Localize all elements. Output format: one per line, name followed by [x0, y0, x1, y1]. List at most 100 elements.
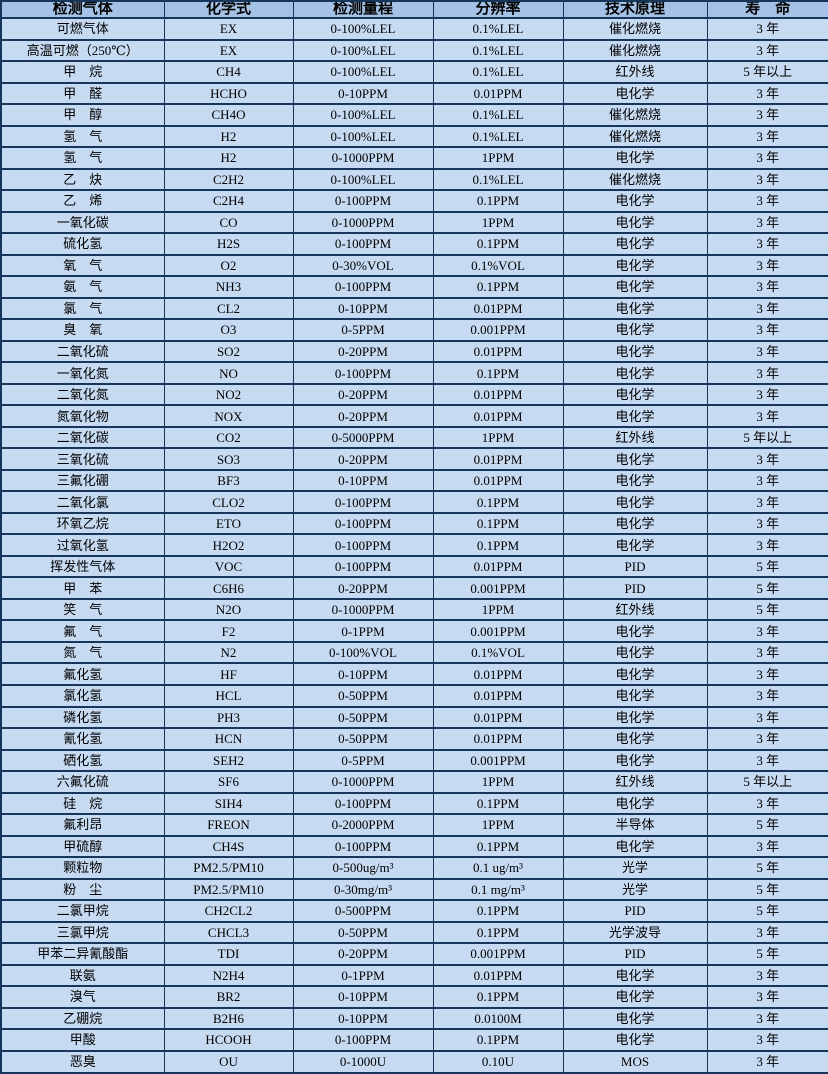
- table-cell: SF6: [163, 770, 294, 794]
- table-row: 三氧化硫 SO3 0-20PPM 0.01PPM 电化学 3 年: [0, 447, 828, 471]
- table-cell: 5 年: [706, 899, 828, 923]
- table-cell: 3 年: [706, 17, 828, 41]
- table-cell: TDI: [163, 942, 294, 966]
- table-cell: 0-1000PPM: [292, 770, 434, 794]
- table-cell: 氢 气: [0, 146, 165, 170]
- table-cell: C2H4: [163, 189, 294, 213]
- table-cell: 0.01PPM: [432, 404, 564, 428]
- table-cell: 0.1%VOL: [432, 253, 564, 278]
- table-cell: 半导体: [562, 813, 708, 837]
- table-cell: 粉 尘: [0, 877, 165, 902]
- table-cell: 3 年: [706, 167, 828, 192]
- table-cell: 0.01PPM: [432, 684, 564, 708]
- table-cell: 电化学: [562, 511, 708, 536]
- table-cell: 3 年: [706, 684, 828, 708]
- table-cell: 1PPM: [432, 425, 564, 450]
- table-cell: 3 年: [706, 361, 828, 385]
- table-cell: 0-100PPM: [292, 361, 434, 385]
- table-cell: 3 年: [706, 985, 828, 1009]
- table-cell: PH3: [163, 705, 294, 729]
- table-cell: CH4S: [163, 834, 294, 859]
- table-row: 过氧化氢 H2O2 0-100PPM 0.1PPM 电化学 3 年: [0, 533, 828, 557]
- table-cell: PID: [562, 899, 708, 923]
- table-row: 二氧化碳 CO2 0-5000PPM 1PPM 红外线 5 年以上: [0, 425, 828, 450]
- table-cell: 3 年: [706, 232, 828, 256]
- table-cell: 0.01PPM: [432, 705, 564, 729]
- table-cell: PID: [562, 942, 708, 966]
- table-row: 氢 气 H2 0-1000PPM 1PPM 电化学 3 年: [0, 146, 828, 170]
- table-cell: 0.1PPM: [432, 985, 564, 1009]
- table-cell: 0.001PPM: [432, 576, 564, 600]
- table-cell: VOC: [163, 554, 294, 579]
- table-cell: 0-30mg/m³: [292, 877, 434, 902]
- table-cell: 3 年: [706, 640, 828, 665]
- table-cell: 电化学: [562, 210, 708, 235]
- table-cell: NOX: [163, 404, 294, 428]
- table-row: 笑 气 N2O 0-1000PPM 1PPM 红外线 5 年: [0, 597, 828, 622]
- table-cell: 电化学: [562, 963, 708, 988]
- table-cell: 催化燃烧: [562, 124, 708, 149]
- table-cell: 三氟化硼: [0, 468, 165, 493]
- table-cell: 0.1%VOL: [432, 640, 564, 665]
- table-cell: 电化学: [562, 727, 708, 751]
- table-cell: 甲 苯: [0, 576, 165, 600]
- table-cell: 5 年以上: [706, 770, 828, 794]
- table-header: 检测气体 化学式 检测量程 分辨率 技术原理寿 命: [0, 0, 828, 19]
- table-cell: 0.1PPM: [432, 275, 564, 299]
- table-cell: 电化学: [562, 1006, 708, 1031]
- table-cell: 可燃气体: [0, 17, 165, 41]
- column-header: 分辨率: [432, 0, 564, 19]
- table-cell: 电化学: [562, 253, 708, 278]
- table-cell: 氧 气: [0, 253, 165, 278]
- table-cell: 电化学: [562, 382, 708, 407]
- table-cell: 0.1%LEL: [432, 124, 564, 149]
- table-cell: 3 年: [706, 791, 828, 816]
- table-cell: 红外线: [562, 425, 708, 450]
- table-cell: 光学波导: [562, 920, 708, 945]
- table-cell: H2O2: [163, 533, 294, 557]
- table-cell: 溴气: [0, 985, 165, 1009]
- table-cell: 光学: [562, 856, 708, 880]
- table-row: 二氧化氯 CLO2 0-100PPM 0.1PPM 电化学 3 年: [0, 490, 828, 514]
- table-cell: 3 年: [706, 382, 828, 407]
- table-cell: 0-100%LEL: [292, 60, 434, 84]
- table-cell: 电化学: [562, 339, 708, 364]
- table-row: 二氧化氮 NO2 0-20PPM 0.01PPM 电化学 3 年: [0, 382, 828, 407]
- table-cell: 0.01PPM: [432, 468, 564, 493]
- table-cell: 0-20PPM: [292, 382, 434, 407]
- table-row: 氧 气 O2 0-30%VOL 0.1%VOL 电化学 3 年: [0, 253, 828, 278]
- table-cell: 0.1PPM: [432, 899, 564, 923]
- table-cell: 高温可燃（250℃）: [0, 38, 165, 63]
- table-cell: 硒化氢: [0, 748, 165, 773]
- table-cell: 0.01PPM: [432, 963, 564, 988]
- column-header: 寿 命: [706, 0, 828, 19]
- table-cell: 0-1PPM: [292, 619, 434, 643]
- table-cell: 电化学: [562, 81, 708, 106]
- table-cell: 红外线: [562, 60, 708, 84]
- table-cell: 0-100%LEL: [292, 167, 434, 192]
- table-cell: 3 年: [706, 1028, 828, 1052]
- table-cell: H2S: [163, 232, 294, 256]
- table-cell: FREON: [163, 813, 294, 837]
- table-cell: 0-100%LEL: [292, 124, 434, 149]
- table-row: 甲 苯 C6H6 0-20PPM 0.001PPM PID 5 年: [0, 576, 828, 600]
- table-cell: 0-1000PPM: [292, 597, 434, 622]
- table-cell: 磷化氢: [0, 705, 165, 729]
- table-cell: 颗粒物: [0, 856, 165, 880]
- table-cell: 0.1PPM: [432, 834, 564, 859]
- table-cell: 1PPM: [432, 146, 564, 170]
- table-cell: N2H4: [163, 963, 294, 988]
- table-cell: ETO: [163, 511, 294, 536]
- table-cell: 电化学: [562, 533, 708, 557]
- table-cell: 氮氧化物: [0, 404, 165, 428]
- table-cell: 硅 烷: [0, 791, 165, 816]
- table-cell: SIH4: [163, 791, 294, 816]
- table-cell: 电化学: [562, 748, 708, 773]
- table-row: 甲 烷 CH4 0-100%LEL 0.1%LEL 红外线 5 年以上: [0, 60, 828, 84]
- table-cell: 0.001PPM: [432, 942, 564, 966]
- table-cell: 0.1PPM: [432, 533, 564, 557]
- table-cell: O2: [163, 253, 294, 278]
- table-cell: 催化燃烧: [562, 38, 708, 63]
- table-cell: 0-100PPM: [292, 511, 434, 536]
- table-row: 颗粒物 PM2.5/PM10 0-500ug/m³ 0.1 ug/m³ 光学 5 年: [0, 856, 828, 880]
